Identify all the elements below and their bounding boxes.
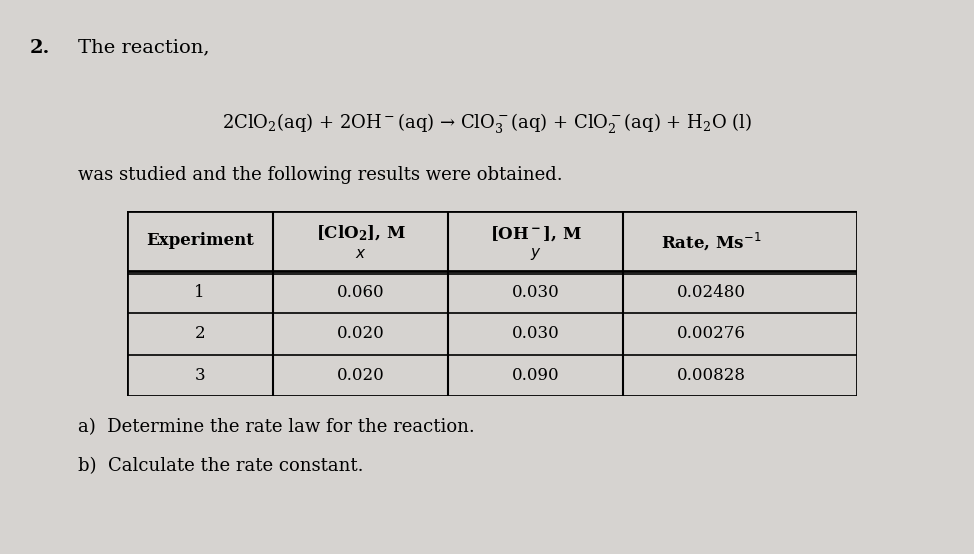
Text: 0.030: 0.030 — [511, 284, 560, 301]
Text: Rate, Ms$^{-1}$: Rate, Ms$^{-1}$ — [660, 230, 762, 252]
Text: 2: 2 — [195, 325, 205, 342]
Text: 0.020: 0.020 — [336, 325, 385, 342]
Text: $\it{x}$: $\it{x}$ — [355, 248, 366, 261]
Text: 0.090: 0.090 — [512, 367, 559, 384]
Text: 0.020: 0.020 — [336, 367, 385, 384]
Text: 0.030: 0.030 — [511, 325, 560, 342]
Text: 0.00828: 0.00828 — [677, 367, 745, 384]
Text: $\mathregular{[ClO_2]}$, M: $\mathregular{[ClO_2]}$, M — [316, 224, 405, 243]
Text: $\mathregular{[OH^-]}$, M: $\mathregular{[OH^-]}$, M — [490, 224, 581, 243]
Text: 2.: 2. — [29, 39, 50, 57]
Text: 0.02480: 0.02480 — [677, 284, 745, 301]
Text: 0.00276: 0.00276 — [677, 325, 745, 342]
Text: 3: 3 — [195, 367, 205, 384]
Text: Experiment: Experiment — [146, 233, 253, 249]
Text: was studied and the following results were obtained.: was studied and the following results we… — [78, 166, 563, 184]
Text: a)  Determine the rate law for the reaction.: a) Determine the rate law for the reacti… — [78, 418, 474, 436]
Text: 0.060: 0.060 — [337, 284, 384, 301]
Text: $\mathregular{2ClO_2}$(aq) + $\mathregular{2OH^-}$(aq) → $\mathregular{ClO_3^-}$: $\mathregular{2ClO_2}$(aq) + $\mathregul… — [222, 111, 752, 135]
Text: The reaction,: The reaction, — [78, 39, 209, 57]
Text: b)  Calculate the rate constant.: b) Calculate the rate constant. — [78, 457, 363, 475]
Text: 1: 1 — [195, 284, 205, 301]
Text: $\it{y}$: $\it{y}$ — [530, 247, 542, 263]
